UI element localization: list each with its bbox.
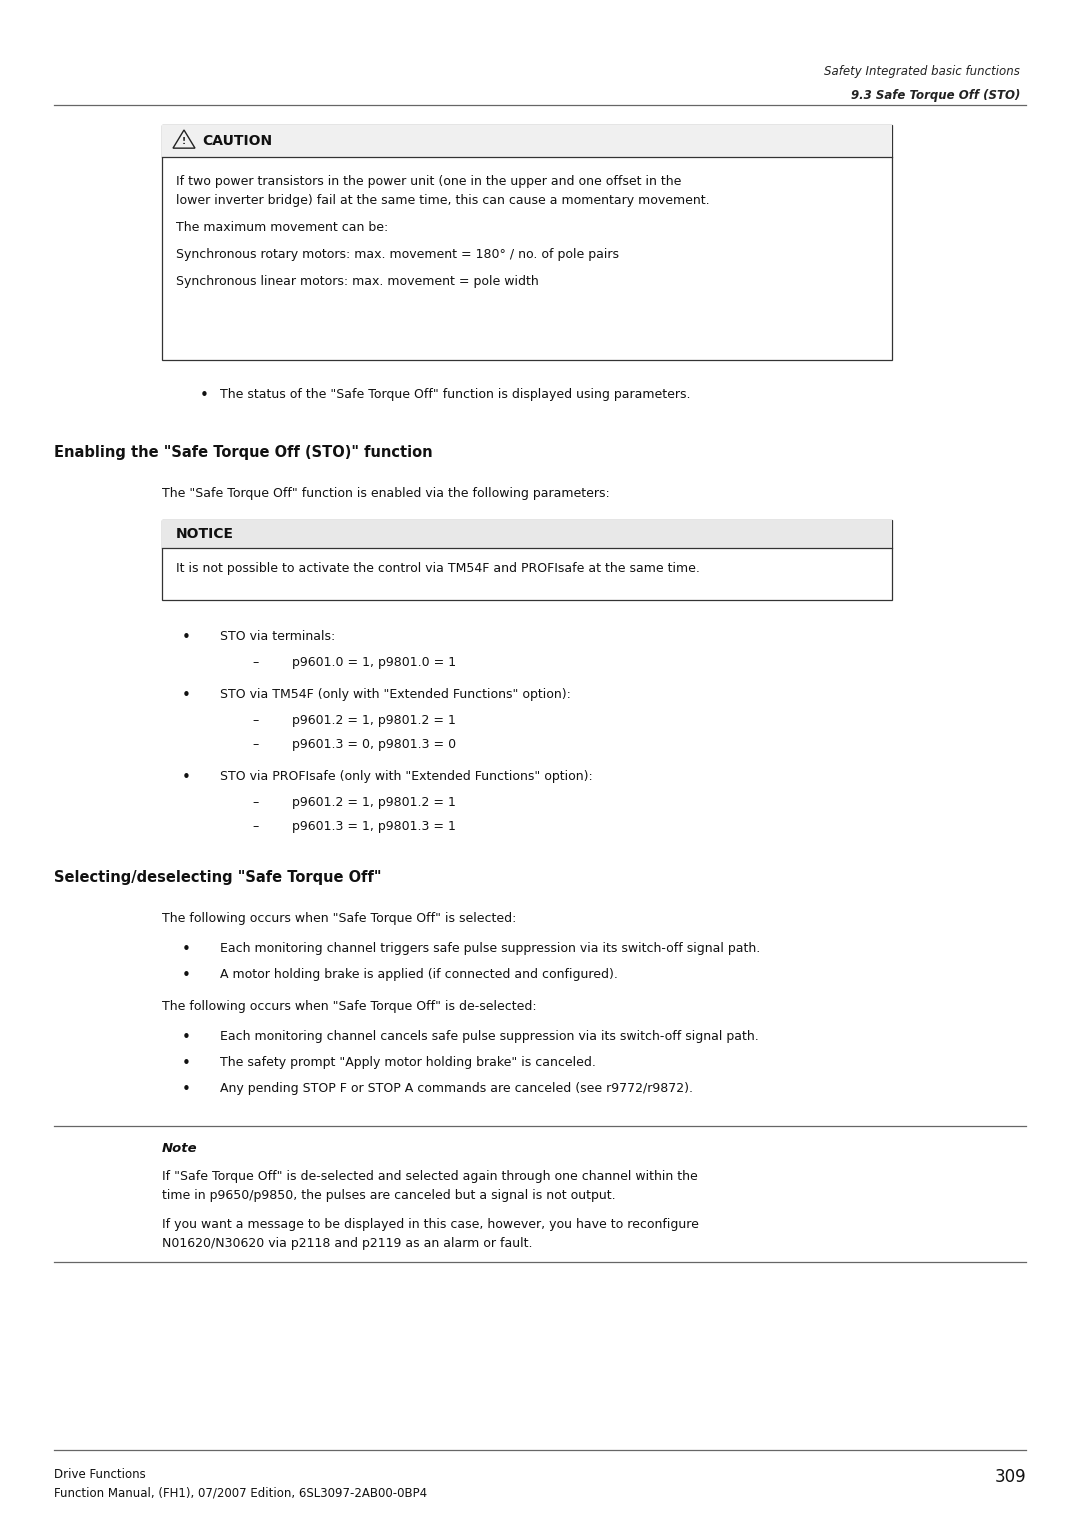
Text: –: – <box>252 715 258 727</box>
Text: •: • <box>183 631 191 644</box>
Text: •: • <box>183 968 191 983</box>
Text: Enabling the "Safe Torque Off (STO)" function: Enabling the "Safe Torque Off (STO)" fun… <box>54 444 433 460</box>
Text: It is not possible to activate the control via TM54F and PROFIsafe at the same t: It is not possible to activate the contr… <box>176 562 700 576</box>
Text: If you want a message to be displayed in this case, however, you have to reconfi: If you want a message to be displayed in… <box>162 1219 699 1231</box>
Text: Function Manual, (FH1), 07/2007 Edition, 6SL3097-2AB00-0BP4: Function Manual, (FH1), 07/2007 Edition,… <box>54 1486 427 1500</box>
Text: •: • <box>183 689 191 702</box>
Text: •: • <box>183 942 191 957</box>
Text: 309: 309 <box>995 1467 1026 1486</box>
Text: The safety prompt "Apply motor holding brake" is canceled.: The safety prompt "Apply motor holding b… <box>220 1057 596 1069</box>
Text: Safety Integrated basic functions: Safety Integrated basic functions <box>824 66 1020 78</box>
Text: 9.3 Safe Torque Off (STO): 9.3 Safe Torque Off (STO) <box>851 89 1020 102</box>
Text: The following occurs when "Safe Torque Off" is de-selected:: The following occurs when "Safe Torque O… <box>162 1000 537 1012</box>
Text: •: • <box>200 388 208 403</box>
Text: N01620/N30620 via p2118 and p2119 as an alarm or fault.: N01620/N30620 via p2118 and p2119 as an … <box>162 1237 532 1251</box>
Bar <box>162 521 892 548</box>
Text: Synchronous linear motors: max. movement = pole width: Synchronous linear motors: max. movement… <box>176 275 539 289</box>
Text: –: – <box>252 657 258 669</box>
Text: NOTICE: NOTICE <box>176 527 234 541</box>
Text: The following occurs when "Safe Torque Off" is selected:: The following occurs when "Safe Torque O… <box>162 912 516 925</box>
Text: p9601.2 = 1, p9801.2 = 1: p9601.2 = 1, p9801.2 = 1 <box>292 796 456 809</box>
Text: The status of the "Safe Torque Off" function is displayed using parameters.: The status of the "Safe Torque Off" func… <box>220 388 690 402</box>
Text: Each monitoring channel triggers safe pulse suppression via its switch-off signa: Each monitoring channel triggers safe pu… <box>220 942 760 954</box>
Text: lower inverter bridge) fail at the same time, this can cause a momentary movemen: lower inverter bridge) fail at the same … <box>176 194 710 208</box>
Text: If "Safe Torque Off" is de-selected and selected again through one channel withi: If "Safe Torque Off" is de-selected and … <box>162 1170 698 1183</box>
Text: time in p9650/p9850, the pulses are canceled but a signal is not output.: time in p9650/p9850, the pulses are canc… <box>162 1190 616 1202</box>
Text: Note: Note <box>162 1142 198 1154</box>
Bar <box>162 521 892 600</box>
Text: The "Safe Torque Off" function is enabled via the following parameters:: The "Safe Torque Off" function is enable… <box>162 487 610 499</box>
Text: –: – <box>252 820 258 834</box>
Text: Selecting/deselecting "Safe Torque Off": Selecting/deselecting "Safe Torque Off" <box>54 870 381 886</box>
Text: •: • <box>183 1057 191 1070</box>
Text: •: • <box>183 1031 191 1044</box>
Text: p9601.0 = 1, p9801.0 = 1: p9601.0 = 1, p9801.0 = 1 <box>292 657 456 669</box>
Text: CAUTION: CAUTION <box>202 134 272 148</box>
Text: Any pending STOP F or STOP A commands are canceled (see r9772/r9872).: Any pending STOP F or STOP A commands ar… <box>220 1083 693 1095</box>
Text: –: – <box>252 738 258 751</box>
Text: The maximum movement can be:: The maximum movement can be: <box>176 221 388 234</box>
Text: STO via PROFIsafe (only with "Extended Functions" option):: STO via PROFIsafe (only with "Extended F… <box>220 770 593 783</box>
Text: !: ! <box>181 137 186 147</box>
Text: p9601.3 = 0, p9801.3 = 0: p9601.3 = 0, p9801.3 = 0 <box>292 738 456 751</box>
Text: STO via terminals:: STO via terminals: <box>220 631 335 643</box>
Bar <box>162 125 892 157</box>
Text: If two power transistors in the power unit (one in the upper and one offset in t: If two power transistors in the power un… <box>176 176 681 188</box>
Bar <box>162 125 892 360</box>
Text: A motor holding brake is applied (if connected and configured).: A motor holding brake is applied (if con… <box>220 968 618 980</box>
Text: Synchronous rotary motors: max. movement = 180° / no. of pole pairs: Synchronous rotary motors: max. movement… <box>176 247 619 261</box>
Text: Drive Functions: Drive Functions <box>54 1467 146 1481</box>
Text: p9601.3 = 1, p9801.3 = 1: p9601.3 = 1, p9801.3 = 1 <box>292 820 456 834</box>
Text: •: • <box>183 1083 191 1096</box>
Text: Each monitoring channel cancels safe pulse suppression via its switch-off signal: Each monitoring channel cancels safe pul… <box>220 1031 759 1043</box>
Text: •: • <box>183 770 191 785</box>
Text: p9601.2 = 1, p9801.2 = 1: p9601.2 = 1, p9801.2 = 1 <box>292 715 456 727</box>
Text: STO via TM54F (only with "Extended Functions" option):: STO via TM54F (only with "Extended Funct… <box>220 689 571 701</box>
Text: –: – <box>252 796 258 809</box>
